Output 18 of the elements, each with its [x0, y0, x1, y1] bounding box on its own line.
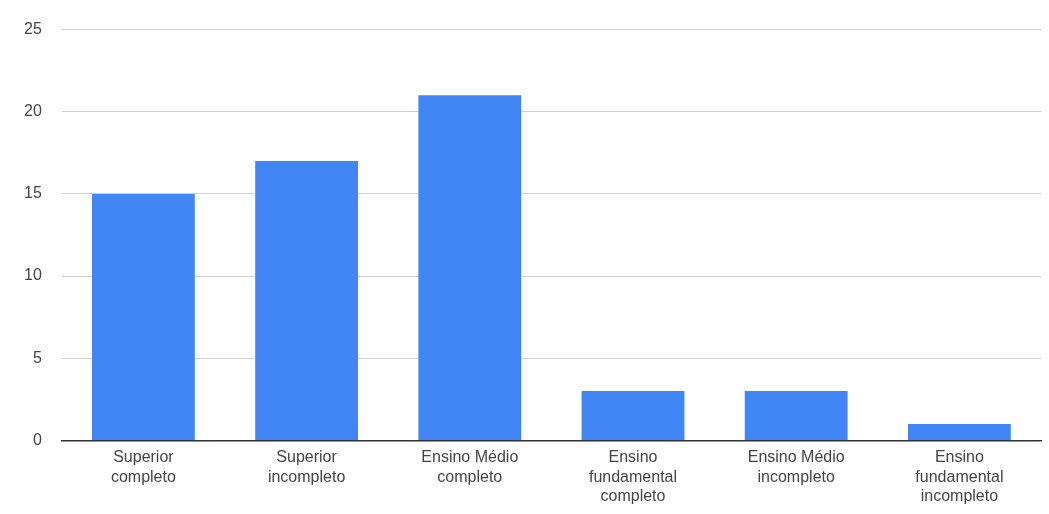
x-tick-label: Ensino fundamental completo [588, 448, 678, 504]
x-tick-label: Ensino Médio incompleto [747, 448, 845, 485]
bar [744, 391, 848, 440]
y-tick-label: 25 [24, 20, 42, 38]
bar [907, 423, 1011, 440]
x-tick-label: Superior completo [110, 448, 176, 485]
x-tick-label: Ensino fundamental incompleto [915, 448, 1004, 504]
bar [255, 161, 359, 440]
x-tick-label: Superior incompleto [267, 448, 346, 485]
bar [418, 95, 522, 440]
bar [581, 391, 685, 440]
bar [91, 193, 195, 440]
x-tick-label: Ensino Médio completo [421, 448, 519, 485]
y-tick-label: 10 [24, 266, 42, 284]
y-tick-label: 5 [32, 348, 42, 366]
y-tick-label: 15 [24, 184, 42, 202]
y-tick-label: 20 [24, 102, 42, 120]
y-tick-label: 0 [32, 430, 42, 448]
